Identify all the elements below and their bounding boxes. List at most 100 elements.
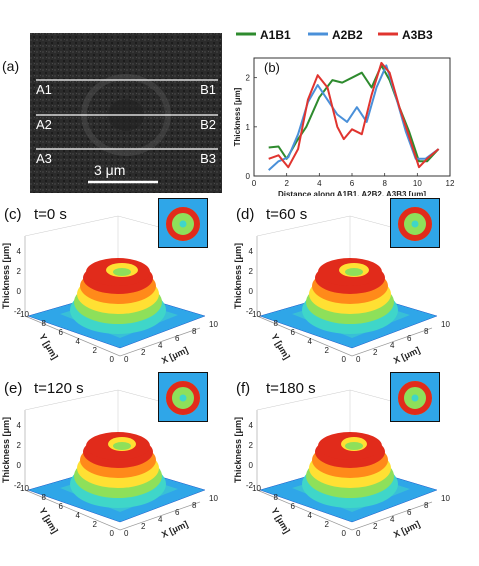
y-tick-label: 4 <box>308 511 313 520</box>
line-label-a2: A2 <box>36 117 52 132</box>
y-tick-label: 10 <box>252 310 261 319</box>
y-tick-label: 4 <box>76 511 81 520</box>
time-label: t=180 s <box>266 380 316 397</box>
y-tick-label: 0 <box>110 529 115 538</box>
inset-topview <box>158 198 208 248</box>
y-tick-label: 2 <box>93 346 98 355</box>
x-tick-label: 10 <box>209 494 218 503</box>
y-tick-label: 8 <box>42 493 47 502</box>
time-label: t=60 s <box>266 206 308 223</box>
x-tick-label: 4 <box>317 179 322 188</box>
x-tick-label: 10 <box>209 320 218 329</box>
microscope-image: A1 B1 A2 B2 A3 B3 3 μm <box>30 33 222 193</box>
panel-label: (d) <box>236 206 255 223</box>
y-tick-label: 10 <box>20 310 29 319</box>
x-tick-label: 10 <box>441 494 450 503</box>
x-tick-label: 6 <box>407 334 412 343</box>
y-tick-label: 0 <box>246 172 251 181</box>
series-line-a1b1 <box>268 64 440 163</box>
y-axis-label: Y [μm] <box>37 506 60 535</box>
x-tick-label: 4 <box>158 515 163 524</box>
x-tick-label: 0 <box>124 355 129 364</box>
time-label: t=0 s <box>34 206 67 223</box>
panel-label: (e) <box>4 380 23 397</box>
y-tick-label: 6 <box>291 328 296 337</box>
surface-crater-core <box>113 442 131 450</box>
x-tick-label: 2 <box>141 348 146 357</box>
x-tick-label: 0 <box>124 529 129 538</box>
z-tick-label: 2 <box>17 441 22 450</box>
inset-core <box>179 394 187 402</box>
line-label-b1: B1 <box>200 82 216 97</box>
x-tick-label: 2 <box>373 348 378 357</box>
grid-edge <box>24 215 119 237</box>
y-tick-label: 2 <box>246 74 251 83</box>
surface-crater-core <box>345 442 363 450</box>
x-tick-label: 0 <box>356 355 361 364</box>
y-tick-label: 2 <box>325 520 330 529</box>
x-tick-label: 6 <box>175 508 180 517</box>
grid-edge <box>256 389 351 411</box>
scale-bar-label: 3 μm <box>94 162 126 178</box>
grid-edge <box>24 389 119 411</box>
x-tick-label: 8 <box>424 327 429 336</box>
inset-ring <box>166 381 200 415</box>
x-tick-label: 4 <box>158 341 163 350</box>
line-label-b2: B2 <box>200 117 216 132</box>
x-axis-label: X [μm] <box>160 345 190 366</box>
inset-topview <box>390 198 440 248</box>
surface-crater-core <box>113 268 131 276</box>
legend-label: A2B2 <box>332 28 363 42</box>
y-axis-label: Thickness [μm] <box>233 87 242 146</box>
y-tick-label: 6 <box>59 328 64 337</box>
z-tick-label: -2 <box>246 481 254 490</box>
inset-core <box>179 220 187 228</box>
x-tick-label: 0 <box>252 179 257 188</box>
x-axis-label: X [μm] <box>160 519 190 540</box>
panel-b-label: (b) <box>264 60 280 75</box>
z-tick-label: 0 <box>249 287 254 296</box>
y-tick-label: 2 <box>325 346 330 355</box>
x-tick-label: 2 <box>284 179 289 188</box>
x-tick-label: 8 <box>192 501 197 510</box>
z-tick-label: 2 <box>17 267 22 276</box>
legend-label: A3B3 <box>402 28 433 42</box>
y-tick-label: 0 <box>342 529 347 538</box>
y-tick-label: 6 <box>291 502 296 511</box>
x-tick-label: 8 <box>192 327 197 336</box>
microscope-image-svg <box>30 33 222 193</box>
z-axis-label: Thickness [μm] <box>1 417 11 483</box>
x-axis-label: X [μm] <box>392 345 422 366</box>
z-axis-label: Thickness [μm] <box>1 243 11 309</box>
z-tick-label: -2 <box>14 481 22 490</box>
y-tick-label: 4 <box>76 337 81 346</box>
y-tick-label: 10 <box>252 484 261 493</box>
time-label: t=120 s <box>34 380 84 397</box>
x-tick-label: 0 <box>356 529 361 538</box>
x-tick-label: 6 <box>175 334 180 343</box>
z-tick-label: -2 <box>14 307 22 316</box>
x-tick-label: 6 <box>407 508 412 517</box>
axis-floor-edge <box>24 489 201 531</box>
panel-b-chart: A1B1 A2B2 A3B3 (b) 0 2 4 6 8 10 12 0 1 2 Distance alon… <box>226 24 476 199</box>
inset-ring <box>398 381 432 415</box>
surface-panel: (f) t=180 s -2 0 2 4 0 0 2 2 4 4 6 6 8 8 10 10 Thickness [… <box>232 372 472 546</box>
line-label-a1: A1 <box>36 82 52 97</box>
z-tick-label: 4 <box>17 247 22 256</box>
line-label-a3: A3 <box>36 151 52 166</box>
y-axis-label: Y [μm] <box>269 332 292 361</box>
y-tick-label: 10 <box>20 484 29 493</box>
z-tick-label: 0 <box>17 461 22 470</box>
panel-label: (c) <box>4 206 22 223</box>
surface-panel: (d) t=60 s -2 0 2 4 0 0 2 2 4 4 6 6 8 8 10 10 Thickness [μ… <box>232 198 472 372</box>
z-tick-label: -2 <box>246 307 254 316</box>
x-tick-label: 6 <box>350 179 355 188</box>
x-tick-label: 10 <box>441 320 450 329</box>
inset-topview <box>390 372 440 422</box>
inset-topview <box>158 372 208 422</box>
z-tick-label: 2 <box>249 267 254 276</box>
x-tick-label: 10 <box>413 179 422 188</box>
